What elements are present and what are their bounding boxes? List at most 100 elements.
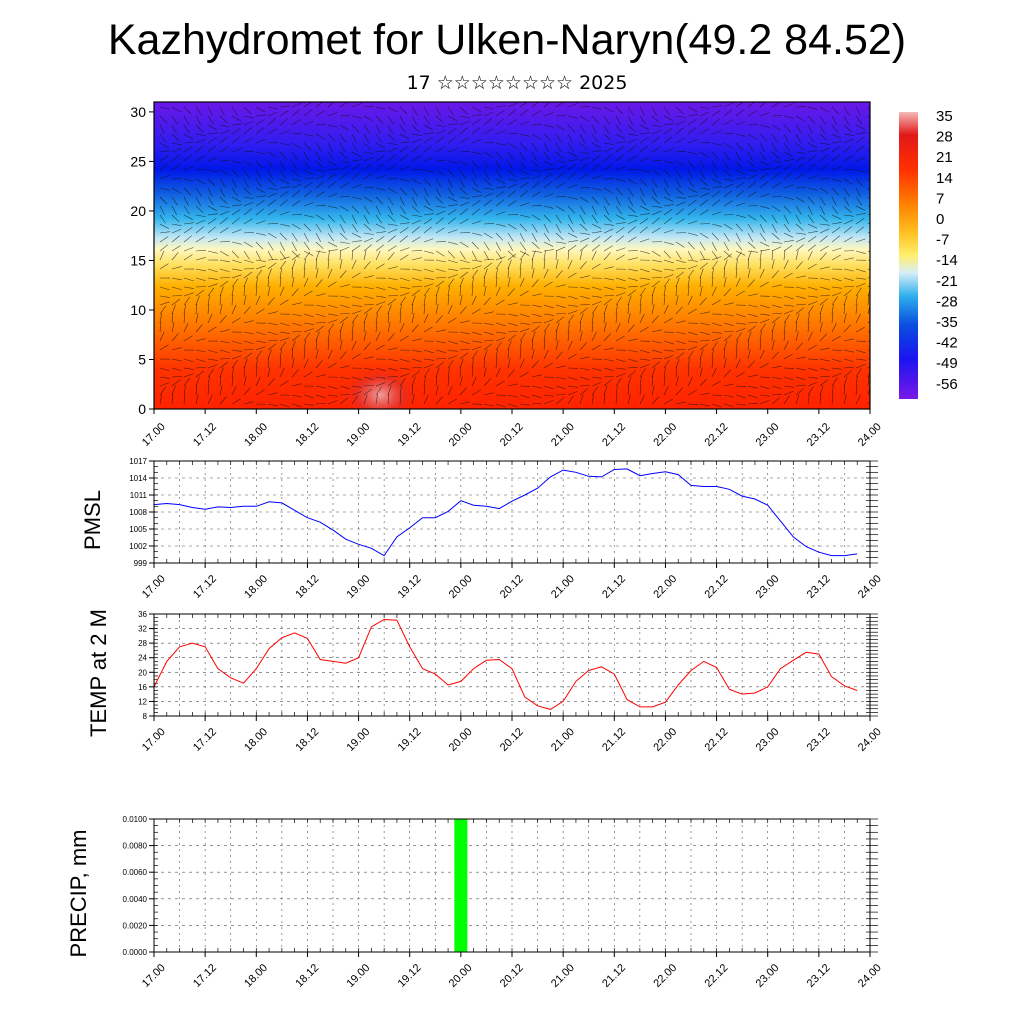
x-tick-label: 17.00 — [140, 421, 168, 449]
wind-barb — [711, 299, 721, 306]
wind-barb — [207, 115, 214, 125]
wind-barb — [795, 124, 802, 134]
wind-barb — [591, 115, 600, 124]
wind-barb — [483, 241, 490, 251]
wind-barb — [627, 376, 632, 387]
wind-barb — [291, 253, 301, 261]
wind-barb — [783, 295, 794, 300]
x-tick-label: 23.00 — [754, 726, 782, 754]
wind-barb — [411, 349, 422, 353]
wind-barb — [819, 333, 828, 342]
wind-barb — [627, 124, 636, 133]
wind-barb — [735, 169, 746, 175]
wind-barb — [699, 106, 710, 109]
wind-barb — [483, 378, 491, 387]
wind-barb — [207, 169, 218, 173]
wind-barb — [723, 178, 734, 181]
wind-barb — [663, 349, 674, 352]
wind-barb — [759, 331, 762, 342]
wind-barb — [735, 151, 741, 162]
wind-barb — [423, 304, 426, 315]
wind-barb — [711, 286, 717, 297]
wind-barb — [711, 130, 722, 135]
wind-barb — [159, 115, 168, 124]
wind-barb — [651, 210, 662, 216]
wind-barb — [483, 322, 494, 326]
wind-barb — [387, 295, 398, 297]
wind-barb — [459, 348, 470, 351]
wind-barb — [183, 124, 190, 134]
wind-barb — [855, 268, 866, 273]
wind-barb — [495, 151, 504, 160]
wind-barb — [747, 259, 750, 270]
wind-barb — [303, 133, 314, 137]
wind-barb — [711, 105, 722, 108]
wind-barb — [315, 279, 323, 288]
wind-barb — [423, 364, 434, 369]
wind-barb — [531, 349, 535, 360]
x-tick-label: 17.12 — [191, 421, 219, 449]
wind-barb — [519, 251, 526, 261]
x-tick-label: 17.12 — [191, 962, 219, 990]
wind-barb — [459, 201, 470, 207]
wind-barb — [843, 115, 850, 125]
wind-barb — [675, 306, 683, 315]
wind-barb — [243, 160, 253, 167]
wind-barb — [459, 295, 463, 306]
wind-barb — [483, 106, 494, 110]
wind-barb — [459, 358, 464, 369]
wind-barb — [699, 111, 710, 117]
wind-barb — [399, 373, 410, 378]
x-tick-label: 21.12 — [600, 573, 628, 601]
wind-barb — [555, 284, 566, 288]
wind-barb — [435, 217, 444, 225]
wind-barb — [675, 387, 684, 396]
wind-barb — [423, 277, 434, 280]
wind-barb — [231, 259, 242, 264]
wind-barb — [159, 382, 170, 387]
wind-barb — [399, 313, 402, 324]
wind-barb — [831, 254, 841, 261]
wind-barb — [435, 227, 445, 234]
wind-barb — [267, 178, 276, 187]
wind-barb — [747, 293, 758, 297]
wind-barb — [747, 191, 757, 198]
wind-barb — [795, 303, 806, 306]
wind-barb — [207, 187, 213, 198]
wind-barb — [339, 393, 350, 396]
colorbar-label: -7 — [936, 232, 949, 249]
wind-barb — [411, 250, 422, 252]
wind-barb — [807, 236, 817, 243]
wind-barb — [387, 333, 395, 342]
wind-barb — [471, 295, 477, 306]
wind-barb — [543, 394, 554, 397]
wind-barb — [507, 142, 517, 149]
wind-barb — [411, 376, 416, 387]
wind-barb — [447, 385, 453, 396]
wind-barb — [543, 313, 554, 316]
wind-barb — [495, 160, 501, 171]
wind-barb — [351, 205, 360, 214]
wind-barb — [819, 124, 826, 134]
wind-barb — [351, 184, 362, 189]
wind-barb — [831, 394, 834, 405]
wind-barb — [615, 373, 626, 378]
wind-barb — [423, 137, 433, 144]
wind-barb — [675, 340, 686, 344]
y-tick-label: 16 — [138, 683, 147, 692]
x-tick-label: 18.12 — [293, 962, 321, 990]
wind-barb — [279, 268, 283, 279]
wind-barb — [207, 394, 213, 405]
wind-barb — [291, 277, 295, 288]
wind-barb — [435, 329, 446, 333]
wind-barb — [375, 155, 385, 162]
wind-barb — [759, 323, 766, 333]
wind-barb — [483, 209, 493, 216]
wind-barb — [543, 160, 554, 166]
wind-barb — [867, 385, 870, 396]
wind-barb — [723, 160, 730, 170]
wind-barb — [723, 183, 734, 189]
wind-barb — [591, 223, 602, 229]
wind-barb — [735, 332, 742, 342]
wind-barb — [375, 223, 386, 229]
